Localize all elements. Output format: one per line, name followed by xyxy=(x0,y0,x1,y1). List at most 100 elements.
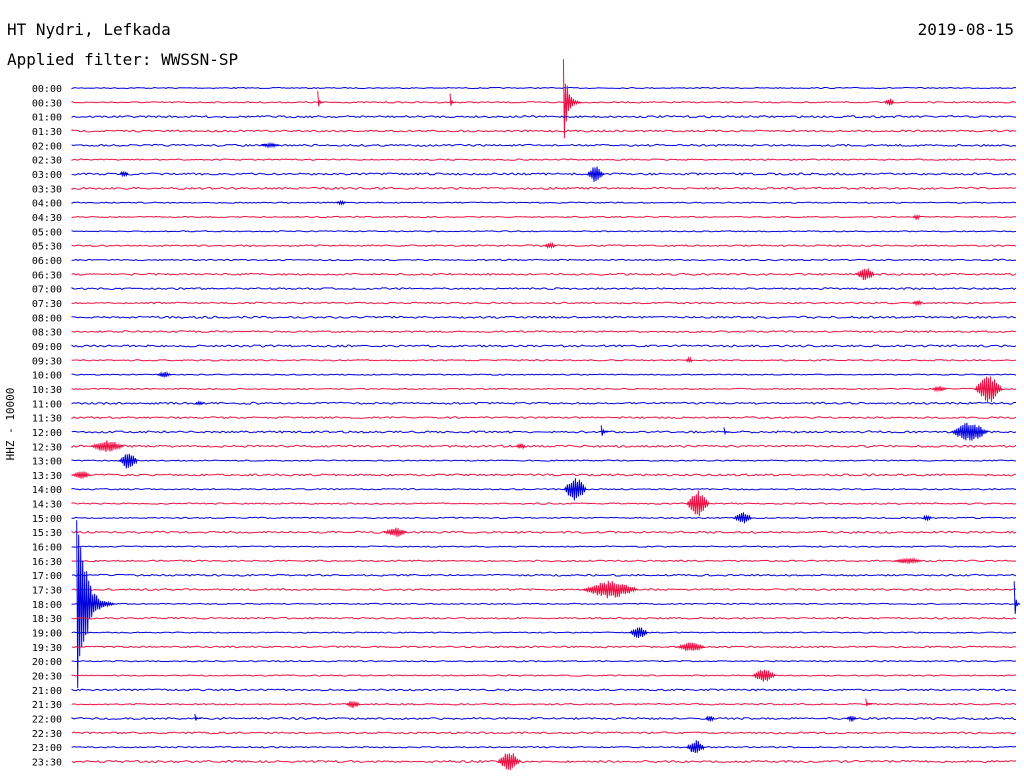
seismic-event xyxy=(752,669,776,682)
seismic-event xyxy=(922,514,932,521)
seismic-event xyxy=(336,199,346,206)
trace-line xyxy=(71,430,1017,434)
trace-line xyxy=(71,215,1017,219)
seismic-event xyxy=(704,715,715,722)
seismic-event xyxy=(76,520,115,689)
seismic-event xyxy=(685,356,693,363)
trace-line xyxy=(71,588,1017,592)
trace-line xyxy=(71,559,1017,563)
seismic-event xyxy=(733,512,752,524)
trace-line xyxy=(71,86,1017,90)
seismic-event xyxy=(586,166,605,182)
seismic-event xyxy=(1013,581,1021,614)
seismic-event xyxy=(676,642,706,651)
time-label: 20:00 xyxy=(32,657,62,668)
trace-line xyxy=(71,129,1017,133)
seismic-event xyxy=(884,98,895,106)
time-label: 18:30 xyxy=(32,614,62,625)
time-label: 04:30 xyxy=(32,213,62,224)
trace-line xyxy=(71,373,1017,376)
trace-line xyxy=(71,100,1017,104)
time-label: 17:00 xyxy=(32,571,62,582)
trace-line xyxy=(71,258,1016,262)
seismic-event xyxy=(974,376,1003,403)
seismic-event xyxy=(912,213,921,221)
channel-label: HHZ - 10000 xyxy=(4,388,17,461)
trace-line xyxy=(71,702,1017,706)
time-label: 09:00 xyxy=(32,342,62,353)
trace-line xyxy=(71,416,1017,420)
seismic-event xyxy=(600,425,609,436)
trace-line xyxy=(71,688,1017,692)
seismic-event xyxy=(723,427,731,436)
time-labels: 00:00 00:30 01:00 01:30 02:00 02:30 03:00 03:30… xyxy=(32,84,62,769)
seismic-event xyxy=(194,400,205,406)
trace-line xyxy=(71,172,1017,176)
seismic-event xyxy=(119,170,129,178)
trace-line xyxy=(71,444,1017,449)
time-label: 03:00 xyxy=(32,170,62,181)
seismic-event xyxy=(894,556,923,565)
time-label: 22:00 xyxy=(32,715,62,726)
seismic-event xyxy=(931,385,947,393)
seismic-event xyxy=(317,90,324,107)
trace-line xyxy=(71,344,1017,348)
time-label: 19:30 xyxy=(32,643,62,654)
seismic-event xyxy=(90,440,125,452)
seismic-event xyxy=(563,478,587,501)
seismic-event xyxy=(194,713,201,721)
trace-line xyxy=(71,473,1017,477)
time-label: 21:30 xyxy=(32,700,62,711)
trace-group xyxy=(71,59,1021,771)
trace-line xyxy=(71,602,1017,605)
time-label: 08:00 xyxy=(32,313,62,324)
trace-line xyxy=(71,573,1017,577)
trace-line xyxy=(71,315,1017,319)
time-label: 03:30 xyxy=(32,184,62,195)
time-label: 21:00 xyxy=(32,686,62,697)
trace-line xyxy=(71,645,1017,649)
time-label: 18:00 xyxy=(32,600,62,611)
trace-line xyxy=(71,530,1017,534)
trace-line xyxy=(71,516,1017,520)
time-label: 06:30 xyxy=(32,270,62,281)
time-label: 05:30 xyxy=(32,242,62,253)
time-label: 02:30 xyxy=(32,156,62,167)
seismic-event xyxy=(685,490,710,517)
seismic-event xyxy=(449,93,457,106)
seismic-event xyxy=(260,141,280,149)
seismic-event xyxy=(912,299,923,307)
time-label: 15:30 xyxy=(32,528,62,539)
seismic-event xyxy=(496,753,521,771)
time-label: 14:30 xyxy=(32,500,62,511)
time-label: 01:30 xyxy=(32,127,62,138)
time-label: 07:30 xyxy=(32,299,62,310)
time-label: 08:30 xyxy=(32,328,62,339)
seismic-event xyxy=(686,740,705,753)
seismic-event xyxy=(383,527,408,537)
trace-line xyxy=(71,186,1017,191)
trace-line xyxy=(71,459,1017,462)
time-label: 00:00 xyxy=(32,84,62,95)
trace-line xyxy=(71,731,1017,735)
trace-line xyxy=(71,143,1017,147)
time-label: 15:00 xyxy=(32,514,62,525)
time-label: 13:00 xyxy=(32,457,62,468)
time-label: 10:30 xyxy=(32,385,62,396)
time-label: 01:00 xyxy=(32,113,62,124)
time-label: 12:30 xyxy=(32,442,62,453)
seismic-event xyxy=(118,453,138,469)
trace-line xyxy=(71,674,1017,677)
trace-line xyxy=(71,759,1017,764)
trace-line xyxy=(71,401,1017,405)
time-label: 16:00 xyxy=(32,543,62,554)
time-label: 13:30 xyxy=(32,471,62,482)
trace-line xyxy=(71,616,1017,620)
time-label: 23:30 xyxy=(32,758,62,769)
date-label: 2019-08-15 xyxy=(917,20,1014,39)
seismic-event xyxy=(156,370,172,378)
seismic-event xyxy=(582,580,639,599)
trace-line xyxy=(71,201,1017,204)
time-label: 09:30 xyxy=(32,356,62,367)
time-label: 17:30 xyxy=(32,586,62,597)
